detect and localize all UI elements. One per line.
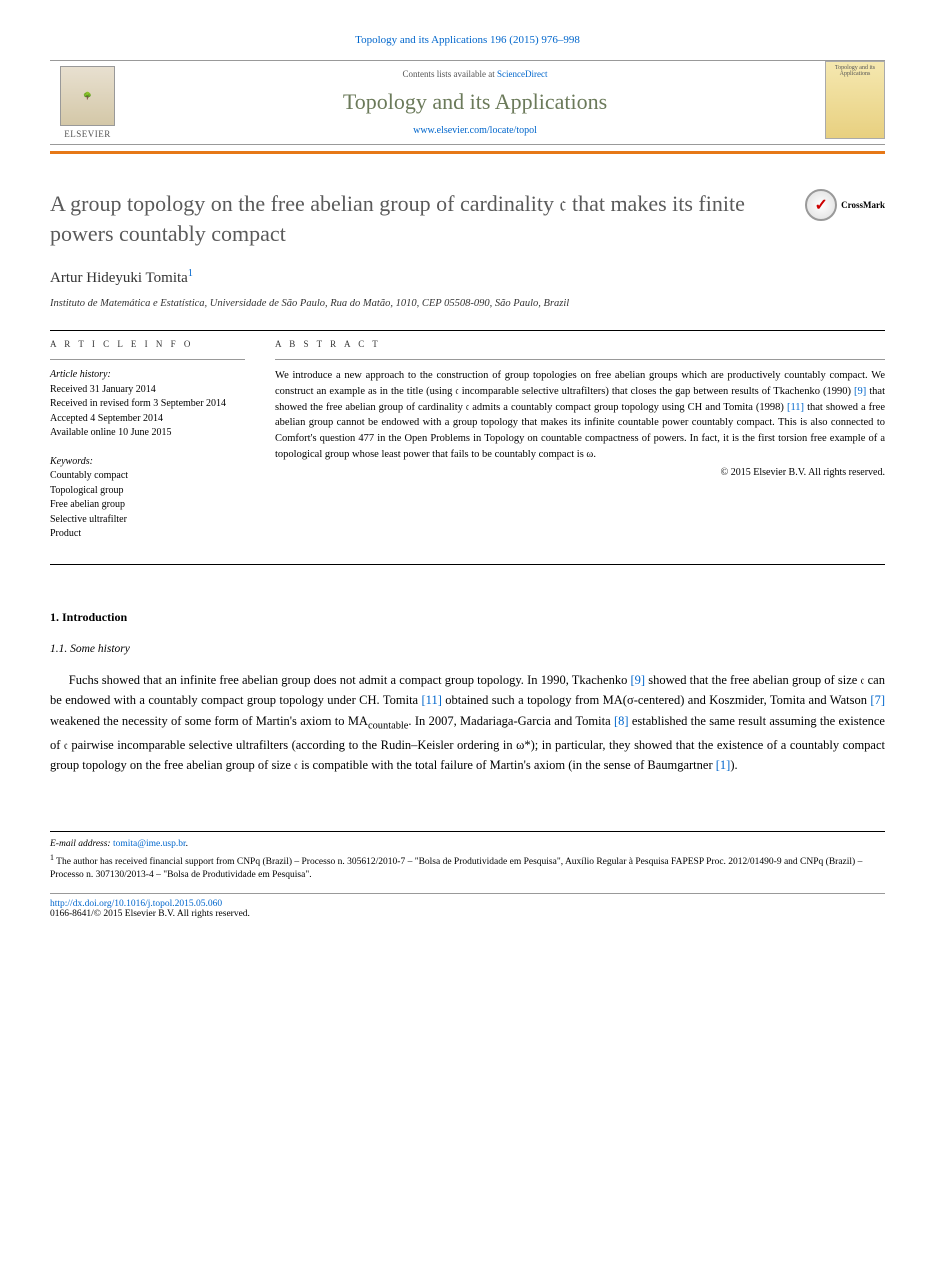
keyword: Product (50, 527, 245, 542)
author-affiliation: Instituto de Matemática e Estatística, U… (50, 297, 885, 312)
crossmark-icon: ✓ (805, 189, 837, 221)
article-history: Article history: Received 31 January 201… (50, 368, 245, 441)
abstract-divider (275, 359, 885, 360)
journal-cover-thumbnail[interactable]: Topology and its Applications (825, 61, 885, 139)
journal-center: Contents lists available at ScienceDirec… (125, 61, 825, 144)
keywords-block: Keywords: Countably compact Topological … (50, 455, 245, 542)
citation-header: Topology and its Applications 196 (2015)… (50, 30, 885, 48)
journal-homepage: www.elsevier.com/locate/topol (135, 125, 815, 136)
abstract-copyright: © 2015 Elsevier B.V. All rights reserved… (275, 467, 885, 478)
footnotes: E-mail address: tomita@ime.usp.br. 1 The… (50, 831, 885, 883)
citation-link[interactable]: Topology and its Applications 196 (2015)… (355, 34, 580, 46)
ref-link[interactable]: [7] (870, 693, 885, 707)
divider (50, 330, 885, 331)
ref-link[interactable]: [8] (614, 714, 629, 728)
ref-link[interactable]: [1] (716, 758, 731, 772)
author-name: Artur Hideyuki Tomita1 (50, 268, 885, 287)
email-footnote: E-mail address: tomita@ime.usp.br. (50, 838, 885, 852)
keyword: Countably compact (50, 469, 245, 484)
doi-link[interactable]: http://dx.doi.org/10.1016/j.topol.2015.0… (50, 899, 222, 909)
divider (50, 564, 885, 565)
keyword: Selective ultrafilter (50, 513, 245, 528)
crossmark-badge[interactable]: ✓ CrossMark (805, 189, 885, 221)
info-abstract-row: A R T I C L E I N F O Article history: R… (50, 339, 885, 556)
ref-link[interactable]: [11] (787, 402, 804, 413)
sciencedirect-link[interactable]: ScienceDirect (497, 69, 547, 79)
ref-link[interactable]: [9] (631, 673, 646, 687)
orange-divider (50, 151, 885, 154)
keyword: Topological group (50, 484, 245, 499)
publisher-logo[interactable]: 🌳 ELSEVIER (50, 61, 125, 144)
title-row: A group topology on the free abelian gro… (50, 189, 885, 248)
info-divider (50, 359, 245, 360)
journal-url-link[interactable]: www.elsevier.com/locate/topol (413, 125, 537, 136)
ref-link[interactable]: [11] (422, 693, 442, 707)
article-title: A group topology on the free abelian gro… (50, 189, 785, 248)
elsevier-tree-icon: 🌳 (60, 66, 115, 126)
keyword: Free abelian group (50, 498, 245, 513)
contents-available: Contents lists available at ScienceDirec… (135, 69, 815, 79)
abstract-column: A B S T R A C T We introduce a new appro… (275, 339, 885, 556)
abstract-heading: A B S T R A C T (275, 339, 885, 349)
abstract-text: We introduce a new approach to the const… (275, 368, 885, 463)
funding-footnote: 1 The author has received financial supp… (50, 852, 885, 884)
journal-header: 🌳 ELSEVIER Contents lists available at S… (50, 60, 885, 145)
email-link[interactable]: tomita@ime.usp.br (113, 839, 186, 849)
article-info-heading: A R T I C L E I N F O (50, 339, 245, 349)
article-info-column: A R T I C L E I N F O Article history: R… (50, 339, 245, 556)
subsection-history: 1.1. Some history (50, 643, 885, 655)
body-paragraph: Fuchs showed that an infinite free abeli… (50, 670, 885, 776)
journal-title: Topology and its Applications (135, 89, 815, 115)
issn-copyright: 0166-8641/© 2015 Elsevier B.V. All right… (50, 909, 885, 919)
crossmark-label: CrossMark (841, 200, 885, 210)
section-introduction: 1. Introduction (50, 610, 885, 625)
footer: http://dx.doi.org/10.1016/j.topol.2015.0… (50, 893, 885, 919)
author-footnote-link[interactable]: 1 (188, 268, 193, 279)
ref-link[interactable]: [9] (854, 386, 866, 397)
publisher-name: ELSEVIER (64, 129, 111, 139)
